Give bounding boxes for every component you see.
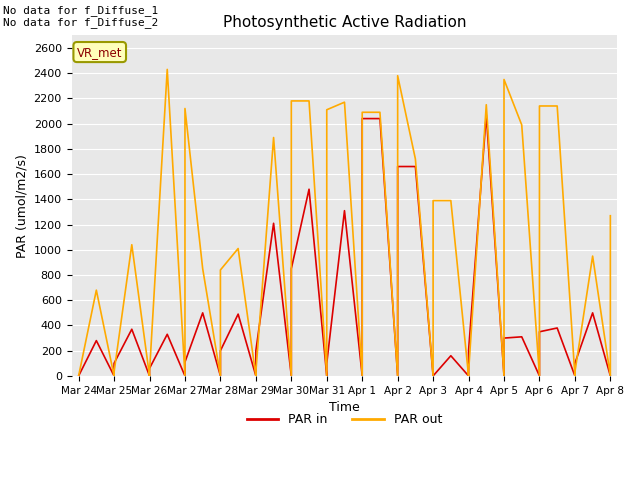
Y-axis label: PAR (umol/m2/s): PAR (umol/m2/s) [15,154,28,258]
X-axis label: Time: Time [329,401,360,414]
Text: No data for f_Diffuse_1
No data for f_Diffuse_2: No data for f_Diffuse_1 No data for f_Di… [3,5,159,28]
Title: Photosynthetic Active Radiation: Photosynthetic Active Radiation [223,15,466,30]
Text: VR_met: VR_met [77,46,122,59]
Legend: PAR in, PAR out: PAR in, PAR out [242,408,447,431]
